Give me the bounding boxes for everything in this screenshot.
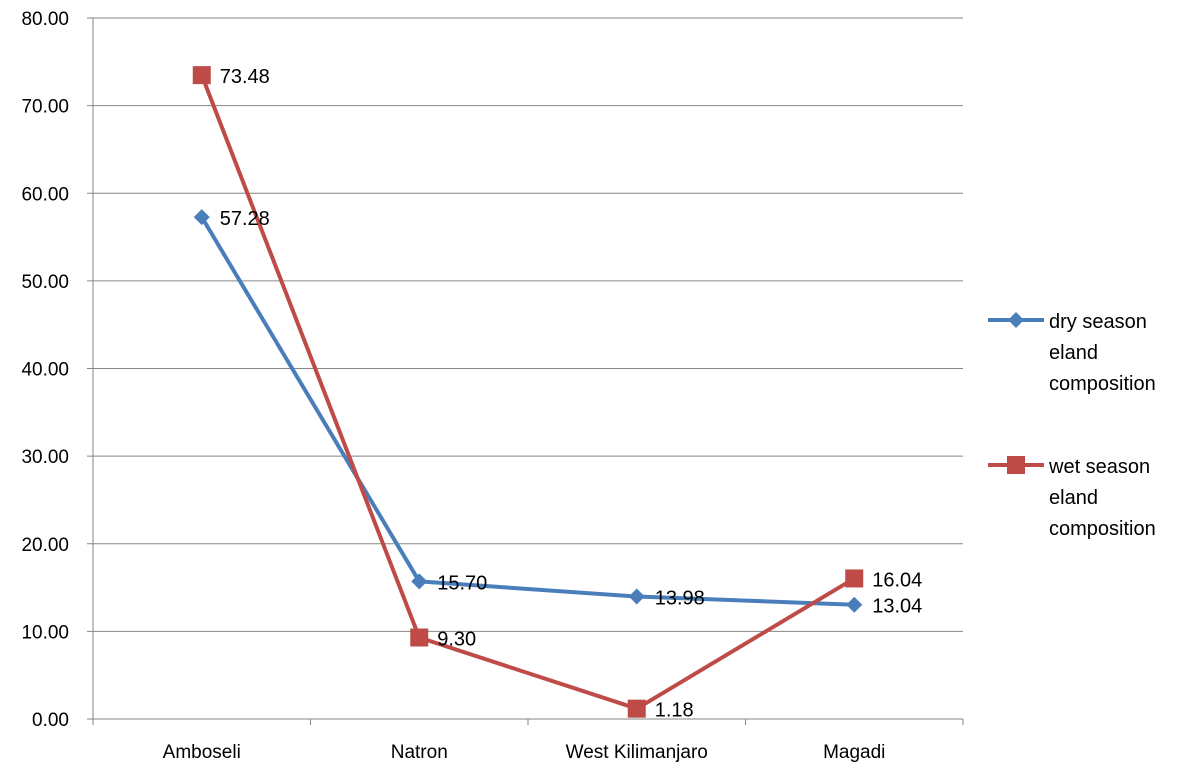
legend-swatch-marker [1007,456,1025,474]
y-tick-label: 70.00 [21,97,69,118]
y-tick-label: 50.00 [21,272,69,293]
data-point [411,573,428,590]
data-point [627,699,646,718]
data-label: 13.98 [655,588,705,610]
y-tick-label: 20.00 [21,535,69,556]
legend: dry season eland composition wet season elan… [988,311,1156,540]
x-tick-label: Amboseli [163,742,241,763]
x-tick-label: Magadi [823,742,885,763]
data-point [410,628,429,647]
data-point [845,569,864,588]
y-tick-label: 10.00 [21,622,69,643]
x-tick-label: Natron [391,742,448,763]
y-tick-label: 0.00 [32,710,69,731]
data-point [193,209,210,226]
series [192,66,864,718]
data-label: 1.18 [655,700,694,722]
series-1 [193,209,863,613]
legend-entry: wet season eland composition [988,456,1156,540]
legend-label: composition [1049,518,1156,540]
y-tick-label: 30.00 [21,447,69,468]
legend-label: wet season [1048,456,1150,478]
series-2 [192,66,864,718]
series-line [199,74,856,711]
legend-swatch-marker [1008,312,1024,328]
data-point [628,588,645,605]
x-tick-label: West Kilimanjaro [566,742,708,763]
legend-label: composition [1049,373,1156,395]
data-label: 13.04 [872,596,922,618]
data-label: 16.04 [872,569,922,591]
data-label: 57.28 [220,208,270,230]
legend-label: eland [1049,487,1098,509]
y-tick-label: 80.00 [21,9,69,30]
data-point [192,66,211,85]
data-label: 9.30 [437,629,476,651]
legend-label: eland [1049,342,1098,364]
legend-label: dry season [1049,311,1147,333]
y-tick-label: 60.00 [21,184,69,205]
data-label: 15.70 [437,572,487,594]
data-point [846,596,863,613]
gridlines [93,17,963,632]
series-line [200,216,855,607]
data-labels: 57.28 15.70 13.98 13.04 73.48 9.30 1.18 16.04 [220,66,923,722]
y-tick-label: 40.00 [21,360,69,381]
axes: 0.00 10.00 20.00 30.00 40.00 50.00 60.00 70.00 8… [21,9,964,763]
data-label: 73.48 [220,66,270,88]
legend-entry: dry season eland composition [988,311,1156,395]
